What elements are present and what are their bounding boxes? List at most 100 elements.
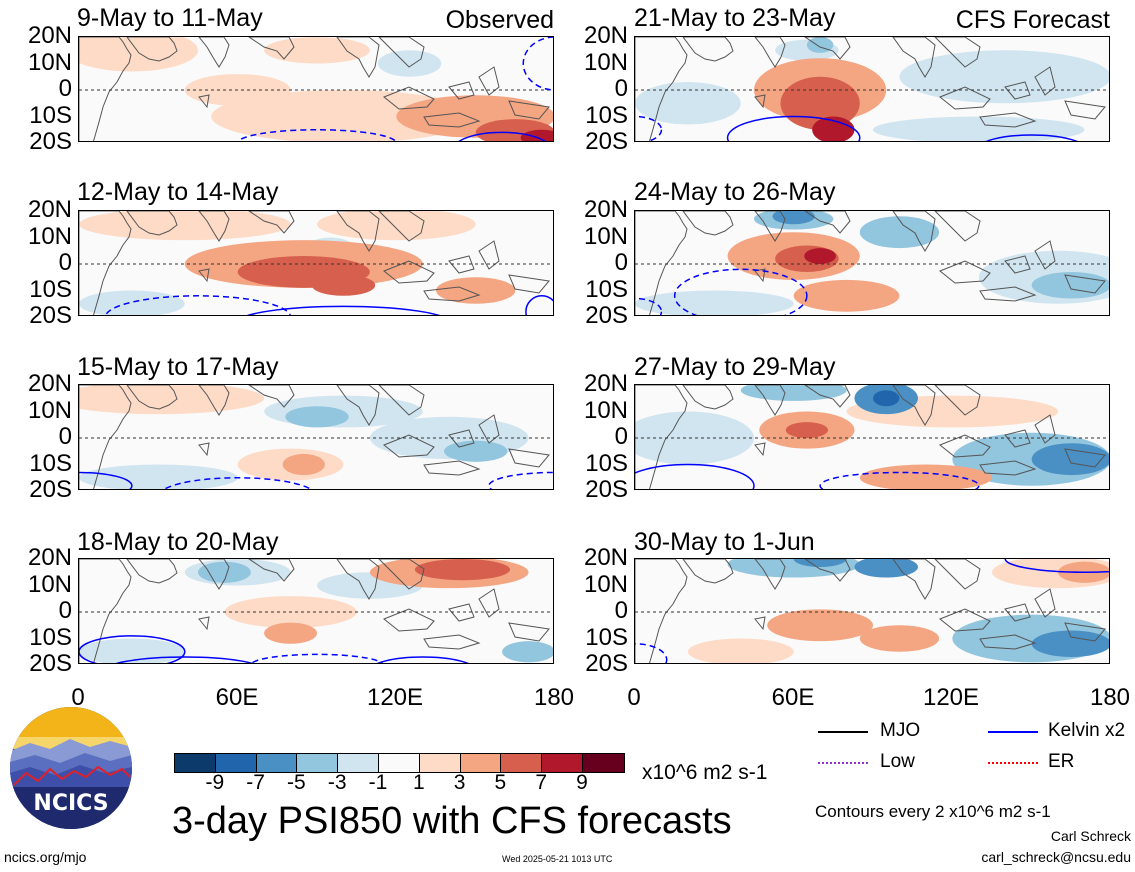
panel-title-1: 9-May to 11-May [77,4,263,32]
coastline [448,81,475,100]
panel-title-5: 21-May to 23-May [634,4,836,32]
panel-title-7: 27-May to 29-May [634,353,836,381]
anomaly-blob [793,279,900,312]
coastline [979,286,1037,302]
coastline [1064,622,1106,642]
coastline [126,385,178,410]
anomaly-blob [79,385,265,415]
lon-label-right-180: 180 [1089,684,1131,711]
colorbar-units: x10^6 m2 s-1 [642,761,768,784]
coastline [126,211,178,236]
coastline [79,211,132,315]
coastline [248,559,295,582]
lat-label-left-3-4: 20S [29,650,72,677]
coastline [1064,274,1106,294]
coastline [508,274,550,294]
colorbar-swatch [460,754,502,772]
coastline [383,260,435,284]
lat-label-left-0-3: 10S [29,101,72,129]
anomaly-blob [264,37,370,64]
lat-label-right-3-3: 10S [585,623,628,651]
lat-label-right-3-0: 20N [583,544,628,571]
coastline [478,588,500,618]
lat-label-left-1-2: 0 [58,249,72,276]
lat-label-right-2-2: 0 [614,423,628,450]
lat-label-right-0-1: 10N [583,48,628,76]
colorbar-swatch [297,754,339,772]
lat-label-left-0-4: 20S [29,128,72,155]
anomaly-blob [198,561,251,583]
coastline [804,559,851,582]
anomaly-blob [635,290,794,315]
anomaly-blob [635,82,741,125]
lat-label-left-2-3: 10S [29,449,72,477]
lat-label-right-0-2: 0 [614,75,628,102]
anomaly-blob [812,116,855,141]
coastline [423,460,481,476]
coastline [478,414,500,444]
legend-label-low: Low [880,751,915,772]
anomaly-blob [1031,443,1109,476]
timestamp: Wed 2025-05-21 1013 UTC [502,854,613,864]
map-svg-4 [79,559,553,663]
coastline [198,616,210,631]
panel-title-4: 18-May to 20-May [77,528,279,556]
colorbar-label: -5 [287,771,306,794]
coastline [423,634,481,650]
anomaly-blob [772,211,815,225]
observed-label: Observed [445,6,554,34]
colorbar-label: 3 [453,771,466,794]
colorbar-swatch [542,754,583,772]
coastline [979,634,1037,650]
coastline [448,255,475,274]
lon-label-right-60: 60E [771,684,815,711]
coastline [682,559,734,584]
map-panel-5 [634,36,1110,142]
colorbar-label: -7 [246,771,265,794]
lat-label-left-0-0: 20N [27,22,72,49]
coastline [79,559,132,663]
coastline [378,37,425,68]
lat-label-left-3-3: 10S [29,623,72,651]
coastline [635,385,688,489]
kelvin-contour [673,268,808,315]
anomaly-blob [264,622,317,644]
lon-label-left-60: 60E [215,684,259,711]
anomaly-blob [806,37,834,53]
map-panel-8 [634,558,1110,664]
coastline [754,211,786,242]
anomaly-blob [311,274,376,296]
coastline [478,240,500,270]
lat-label-right-2-4: 20S [585,476,628,503]
legend-line-kelvin [988,731,1038,733]
lat-label-left-3-0: 20N [27,544,72,571]
coastline [508,622,550,642]
coastline [635,37,688,141]
coastline [804,385,851,408]
colorbar-label: 5 [494,771,507,794]
coastline [478,66,500,96]
kelvin-contour [115,656,254,663]
coastline [754,37,786,68]
coastline [754,268,766,283]
lat-label-left-1-3: 10S [29,275,72,303]
source-url: ncics.org/mjo [4,849,87,865]
coastline [336,211,380,252]
coastline [754,442,766,457]
anomaly-blob [520,129,553,141]
email: carl_schreck@ncsu.edu [981,849,1131,865]
coastline [754,385,786,416]
coastline [682,385,734,410]
kelvin-contour [522,37,553,91]
lon-label-left-120: 120E [366,684,424,711]
coastline [423,112,481,128]
colorbar-swatch [501,754,543,772]
coastline [892,37,936,78]
anomaly-blob [79,464,238,489]
lat-label-left-1-1: 10N [27,222,72,250]
lat-label-right-2-3: 10S [585,449,628,477]
coastline [635,211,688,315]
lat-label-right-3-4: 20S [585,650,628,677]
coastline [383,86,435,110]
lat-label-left-1-0: 20N [27,196,72,223]
